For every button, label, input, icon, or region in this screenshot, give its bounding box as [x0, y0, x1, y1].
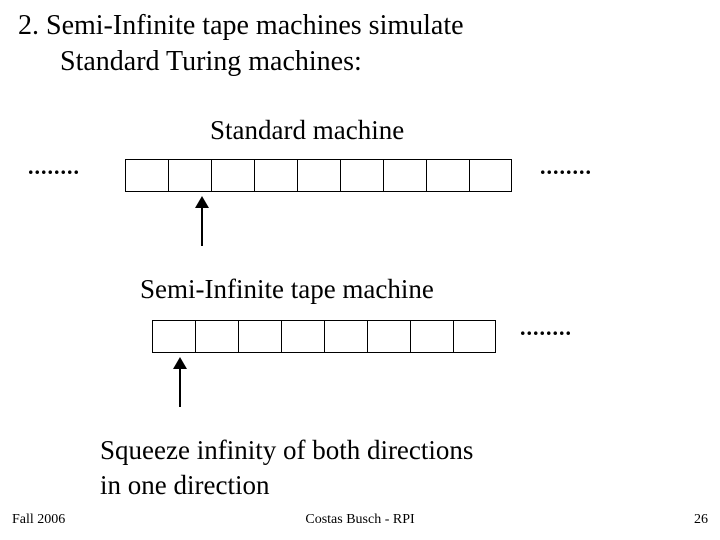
- footer-author: Costas Busch - RPI: [305, 512, 414, 528]
- caption-line1: Squeeze infinity of both directions: [100, 435, 473, 466]
- heading-text2: Standard Turing machines:: [60, 46, 362, 77]
- tape-cell: [297, 159, 340, 192]
- tape-cell: [281, 320, 324, 353]
- heading-line2: Standard Turing machines:: [60, 46, 362, 78]
- heading-text1: Semi-Infinite tape machines simulate: [46, 10, 464, 41]
- dots-right-semi: ........: [520, 315, 572, 341]
- tape-cell: [426, 159, 469, 192]
- heading-line1: 2. Semi-Infinite tape machines simulate: [18, 10, 464, 42]
- slide-number: 26: [694, 512, 708, 528]
- tape-cell: [469, 159, 512, 192]
- tape-cell: [367, 320, 410, 353]
- tape-cell: [168, 159, 211, 192]
- semi-infinite-tape: [152, 320, 496, 353]
- standard-machine-label: Standard machine: [210, 115, 404, 146]
- tape-cell: [254, 159, 297, 192]
- tape-cell: [324, 320, 367, 353]
- dots-right-standard: ........: [540, 154, 592, 180]
- semi-head-arrow: [170, 357, 190, 407]
- tape-cell: [152, 320, 195, 353]
- standard-head-arrow: [192, 196, 212, 246]
- semi-infinite-label: Semi-Infinite tape machine: [140, 274, 434, 305]
- tape-cell: [211, 159, 254, 192]
- tape-cell: [238, 320, 281, 353]
- tape-cell: [410, 320, 453, 353]
- tape-cell: [453, 320, 496, 353]
- tape-cell: [383, 159, 426, 192]
- standard-tape: [125, 159, 512, 192]
- tape-cell: [125, 159, 168, 192]
- heading-number: 2.: [18, 10, 39, 41]
- tape-cell: [195, 320, 238, 353]
- caption-line2: in one direction: [100, 470, 269, 501]
- tape-cell: [340, 159, 383, 192]
- dots-left-standard: ........: [28, 154, 80, 180]
- footer-term: Fall 2006: [12, 512, 65, 528]
